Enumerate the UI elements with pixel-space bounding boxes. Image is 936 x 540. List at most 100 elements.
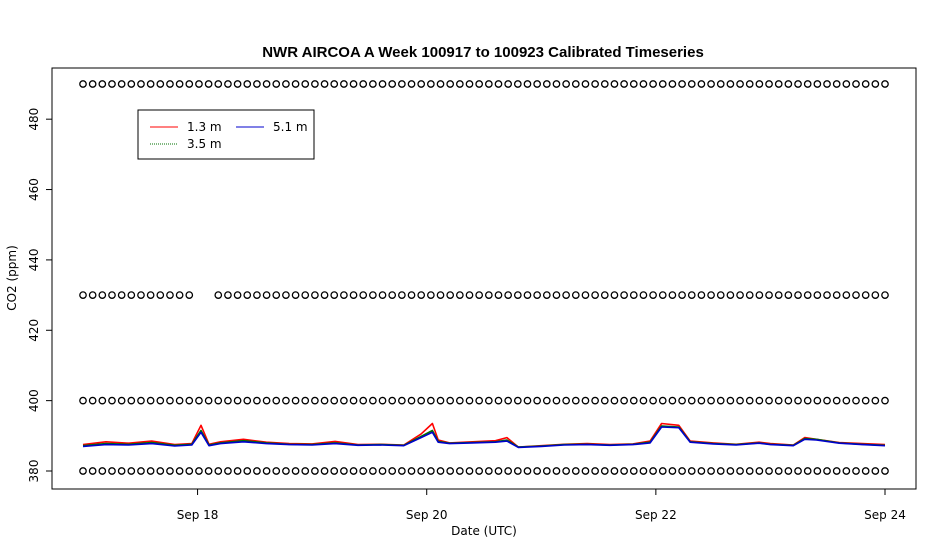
marker-point [610,396,619,405]
marker-point [88,80,97,88]
marker-point [716,80,725,88]
marker-point [794,80,802,88]
marker-point [446,291,455,299]
marker-point [137,291,145,299]
marker-point [224,467,232,475]
x-axis: Sep 18 Sep 20 Sep 22 Sep 24 [177,488,906,522]
marker-point [881,291,889,299]
marker-point [465,80,474,88]
marker-point [745,467,754,475]
marker-point [513,396,522,405]
marker-point [330,291,339,299]
marker-point [398,291,406,299]
marker-point [156,291,165,299]
marker-point [842,291,851,299]
marker-point [455,467,464,475]
marker-point [224,80,232,88]
marker-point [552,80,561,88]
marker-point [552,396,561,405]
marker-point [726,80,735,88]
marker-point [794,467,802,475]
marker-point [156,80,165,88]
marker-point [127,396,136,405]
marker-point [697,467,706,475]
marker-point [117,396,126,405]
marker-point [678,467,686,475]
marker-point [658,80,667,88]
marker-point [378,467,387,475]
marker-point [301,467,310,475]
marker-point [765,291,773,299]
marker-point [832,80,841,88]
marker-point [852,396,860,405]
marker-point [861,291,870,299]
marker-point [233,291,242,299]
marker-point [736,396,744,405]
marker-point [195,80,203,88]
marker-point [542,467,551,475]
marker-point [755,80,764,88]
marker-point [108,467,116,475]
marker-point [813,396,822,405]
marker-point [455,80,464,88]
marker-point [204,396,213,405]
marker-point [649,396,657,405]
marker-point [629,80,638,88]
marker-point [716,396,725,405]
marker-point [156,396,165,405]
marker-point [639,467,648,475]
marker-point [504,396,513,405]
marker-point [146,80,155,88]
marker-point [484,291,493,299]
legend-box [137,109,315,160]
marker-point [175,396,184,405]
marker-point [320,80,329,88]
marker-point [465,396,474,405]
marker-point [243,467,252,475]
marker-point [581,396,590,405]
marker-point [832,291,841,299]
marker-point [253,467,261,475]
marker-point [427,291,435,299]
marker-point [388,80,397,88]
marker-point [591,467,599,475]
marker-point [369,291,377,299]
marker-point [320,291,329,299]
marker-point [253,291,261,299]
marker-point [881,467,889,475]
marker-point [349,80,358,88]
marker-point [98,396,107,405]
marker-point [388,291,397,299]
marker-point [620,80,628,88]
marker-point [465,291,474,299]
marker-point [852,291,860,299]
marker-point [600,396,609,405]
marker-point [861,396,870,405]
marker-point [233,396,242,405]
marker-point [600,80,609,88]
marker-point [842,467,851,475]
marker-point [282,467,290,475]
marker-point [523,467,532,475]
marker-point [282,396,290,405]
marker-point [736,80,744,88]
marker-point [668,291,677,299]
marker-point [108,291,116,299]
marker-point [610,80,619,88]
marker-point [214,467,223,475]
x-tick-label: Sep 24 [864,508,906,522]
chart-title: NWR AIRCOA A Week 100917 to 100923 Calib… [262,44,704,61]
marker-point [533,396,541,405]
marker-point [262,467,271,475]
y-tick-label: 400 [27,389,41,412]
marker-point [407,80,416,88]
marker-point [871,80,880,88]
marker-point [204,467,213,475]
marker-point [620,467,628,475]
marker-point [243,396,252,405]
marker-point [340,396,348,405]
marker-point [475,80,484,88]
marker-point [117,80,126,88]
marker-point [253,396,261,405]
marker-point [832,467,841,475]
